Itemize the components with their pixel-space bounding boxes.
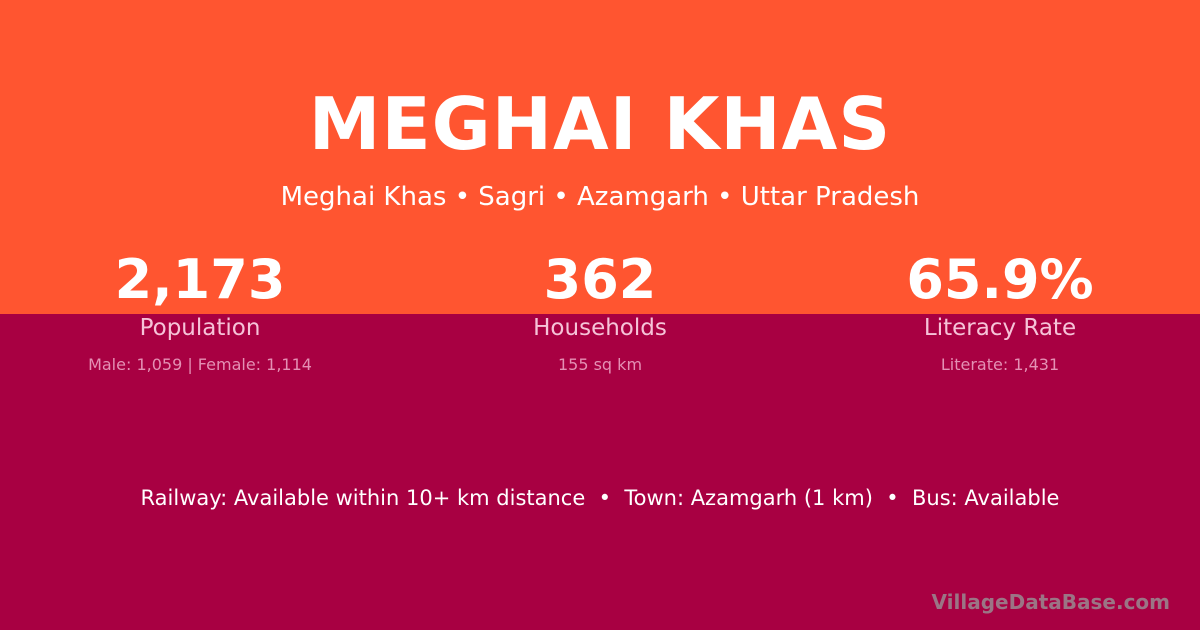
village-title: MEGHAI KHAS [308,82,892,166]
stat-detail: Male: 1,059 | Female: 1,114 [88,355,312,374]
stat-label: Households [533,315,667,341]
stat-value: 65.9% [906,248,1094,311]
stat-value: 2,173 [114,248,286,311]
header-band [0,0,1200,314]
stat-label: Literacy Rate [923,315,1077,341]
stat-detail: 155 sq km [557,355,643,374]
location-breadcrumb: Meghai Khas • Sagri • Azamgarh • Uttar P… [280,182,920,212]
stat-value: 362 [543,248,657,311]
stat-label: Population [139,315,261,341]
connectivity-info: Railway: Available within 10+ km distanc… [140,486,1060,510]
stat-detail: Literate: 1,431 [940,355,1060,374]
watermark: VillageDataBase.com [931,590,1170,614]
